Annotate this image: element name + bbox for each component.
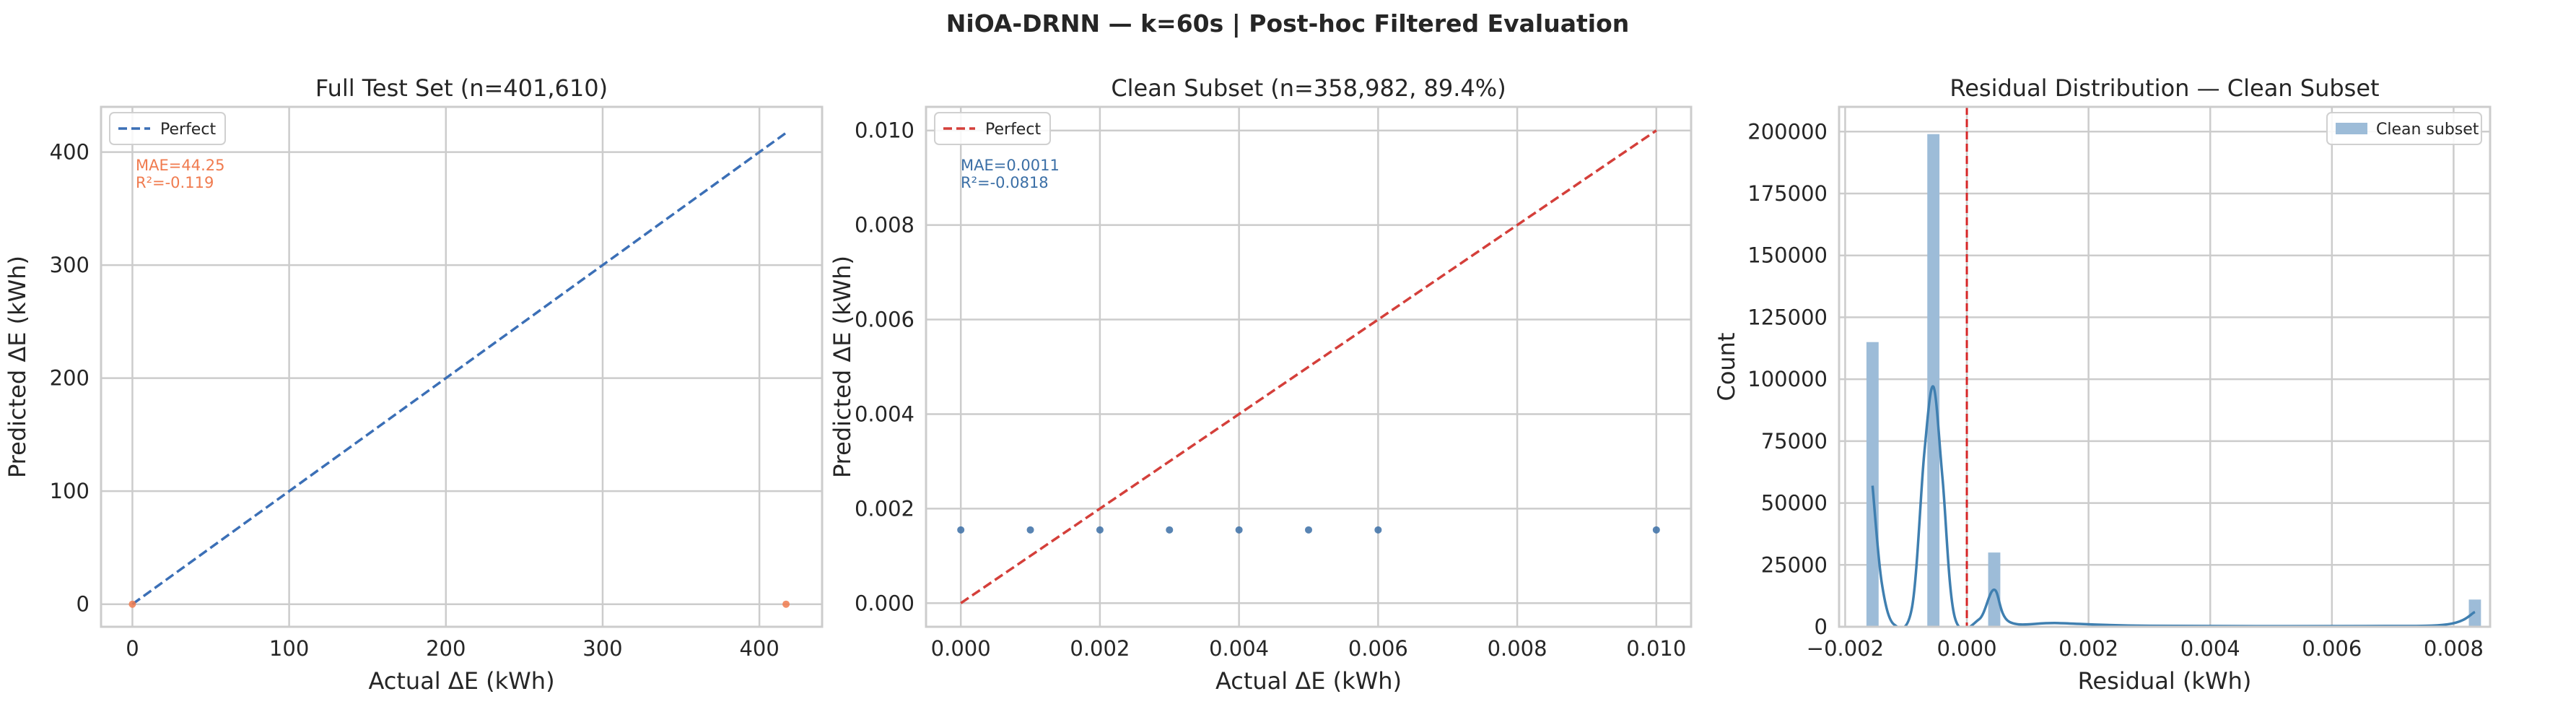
y-axis-label: Count [1713,332,1740,401]
legend-box [109,112,226,145]
plot-area [128,131,790,608]
x-tick-label: 0.006 [1348,636,1408,661]
y-tick-label: 0 [1815,615,1828,639]
x-tick-label: 0.004 [1209,636,1269,661]
plot-area [957,129,1660,604]
x-axis-label: Actual ΔE (kWh) [368,667,554,695]
scatter-point [128,600,136,608]
legend-patch-swatch [2336,123,2367,134]
x-tick-label: 100 [269,636,309,661]
x-tick-label: 0.010 [1626,636,1686,661]
y-tick-label: 0.000 [855,591,914,615]
histogram-bar [1927,134,1940,627]
kde-curve [1871,385,2476,627]
y-tick-label: 0.002 [855,496,914,521]
scatter-point [1096,526,1104,534]
x-tick-label: 0 [126,636,139,661]
panel-clean-subset: 0.000 0.002 0.004 0.006 0.008 0.010 0.000 0.002… [829,74,1693,695]
panel-title: Residual Distribution — Clean Subset [1950,74,2379,102]
legend-box [934,112,1051,145]
x-tick-label: 0.008 [2424,636,2484,661]
y-tick-label: 50000 [1761,491,1828,516]
perfect-reference-line [131,131,787,606]
y-tick-label: 0.006 [855,308,914,332]
axes-frame [1838,105,2492,628]
legend-box [2326,112,2482,145]
y-tick-label: 0 [77,592,89,617]
x-tick-label: 0.002 [2058,636,2118,661]
y-tick-label: 200000 [1747,119,1828,144]
y-tick-label: 100000 [1747,367,1828,391]
perfect-reference-line [960,129,1657,604]
scatter-point [1305,526,1312,534]
plot-area [1866,107,2481,627]
y-tick-label: 75000 [1761,429,1828,453]
y-tick-label: 175000 [1747,181,1828,206]
y-tick-label: 200 [50,366,89,391]
y-axis-label: Predicted ΔE (kWh) [829,256,856,478]
axes-frame [100,105,824,628]
x-tick-label: 0.000 [931,636,991,661]
legend-label: Perfect [160,121,216,139]
axes-frame [925,105,1693,628]
x-tick-label: 200 [426,636,466,661]
metric-annotation: MAE=0.0011 [961,157,1060,174]
y-tick-label: 100 [50,479,89,503]
scatter-point [1166,526,1174,534]
y-tick-label: 400 [50,140,89,165]
panel-residual-distribution: −0.002 0.000 0.002 0.004 0.006 0.008 0 25000 500… [1713,74,2492,695]
scatter-point [1652,526,1660,534]
metric-annotation: R²=-0.0818 [961,174,1049,191]
y-tick-label: 25000 [1761,552,1828,577]
scatter-point [1374,526,1382,534]
legend-label: Clean subset [2376,121,2479,139]
metric-annotation: R²=-0.119 [136,174,214,191]
x-tick-label: 0.006 [2302,636,2362,661]
x-tick-label: 300 [582,636,622,661]
x-tick-label: 0.002 [1070,636,1130,661]
metric-annotation: MAE=44.25 [136,157,224,174]
x-axis-label: Residual (kWh) [2078,667,2252,695]
y-tick-label: 0.004 [855,401,914,426]
y-tick-label: 0.010 [855,118,914,143]
scatter-point [1026,526,1034,534]
x-tick-label: 400 [739,636,779,661]
x-tick-label: −0.002 [1807,636,1884,661]
figure-suptitle: NiOA-DRNN — k=60s | Post-hoc Filtered Ev… [946,9,1629,38]
x-tick-label: 0.000 [1937,636,1997,661]
scatter-point [957,526,965,534]
y-tick-label: 150000 [1747,243,1828,268]
x-tick-label: 0.004 [2180,636,2240,661]
panel-full-test-set: 0 100 200 300 400 0 100 200 300 400 Full Test Set … [4,74,824,695]
scatter-point [1235,526,1243,534]
panel-title: Full Test Set (n=401,610) [315,74,608,102]
panel-title: Clean Subset (n=358,982, 89.4%) [1111,74,1506,102]
y-tick-label: 125000 [1747,305,1828,329]
histogram-bar [1866,342,1879,627]
x-tick-label: 0.008 [1488,636,1547,661]
y-tick-label: 300 [50,253,89,277]
x-axis-label: Actual ΔE (kWh) [1215,667,1402,695]
y-tick-label: 0.008 [855,213,914,238]
y-axis-label: Predicted ΔE (kWh) [4,256,31,478]
scatter-point [782,600,790,608]
legend-label: Perfect [985,121,1041,139]
